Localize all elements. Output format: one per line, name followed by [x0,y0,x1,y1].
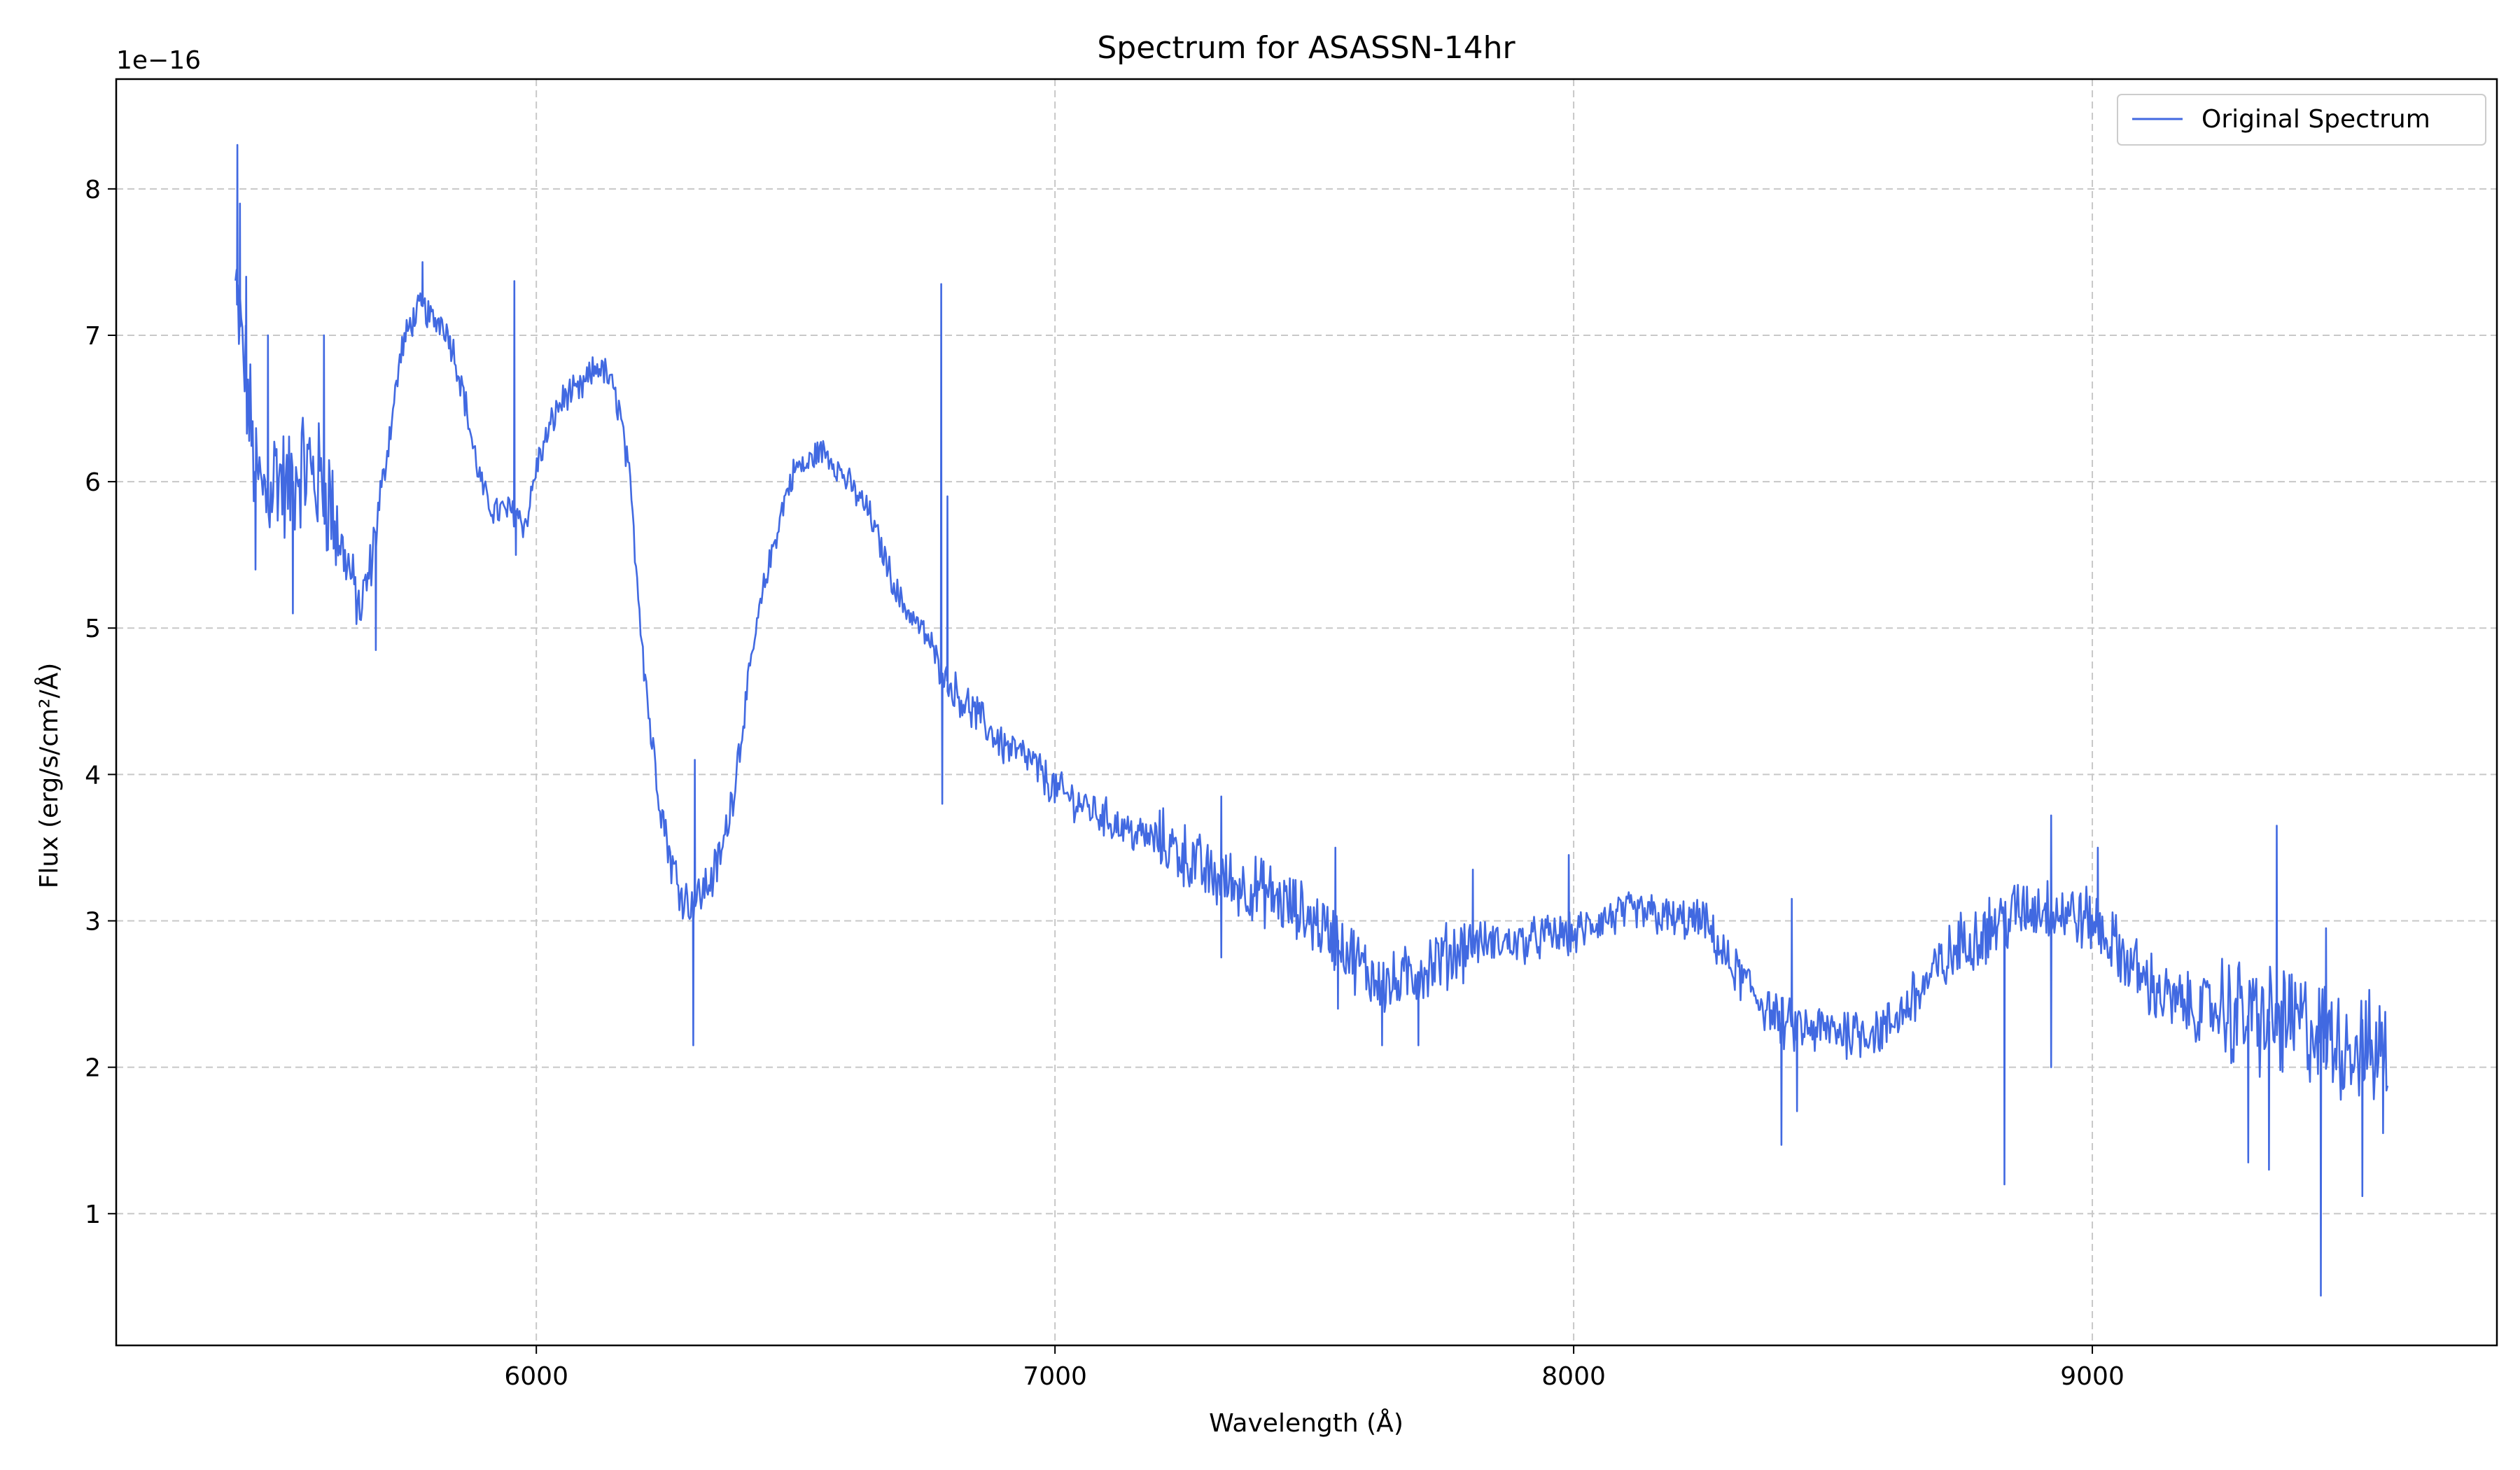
y-tick-label: 6 [85,468,101,497]
x-tick-label: 6000 [504,1362,568,1391]
legend-box [2117,94,2486,146]
y-axis-offset-label: 1e−16 [116,46,201,75]
spectrum-line [234,144,2389,1297]
axis-ticks: 6000 7000 8000 9000 1 2 3 4 5 6 7 8 [85,176,2124,1391]
legend: Original Spectrum [2117,94,2486,146]
y-tick-label: 1 [85,1200,101,1229]
y-tick-label: 3 [85,908,101,937]
series-layer [234,144,2389,1297]
y-tick-label: 5 [85,615,101,643]
chart-title: Spectrum for ASASSN-14hr [1097,30,1516,66]
y-tick-label: 7 [85,322,101,351]
x-axis-label: Wavelength (Å) [1209,1408,1404,1438]
x-tick-label: 9000 [2060,1362,2124,1391]
y-tick-label: 2 [85,1054,101,1083]
x-tick-label: 7000 [1023,1362,1087,1391]
y-tick-label: 4 [85,761,101,790]
y-tick-label: 8 [85,176,101,204]
plot-frame [115,78,2498,1347]
legend-label: Original Spectrum [2202,105,2430,134]
x-tick-label: 8000 [1541,1362,1606,1391]
y-axis-label: Flux (erg/s/cm²/Å) [34,663,64,889]
